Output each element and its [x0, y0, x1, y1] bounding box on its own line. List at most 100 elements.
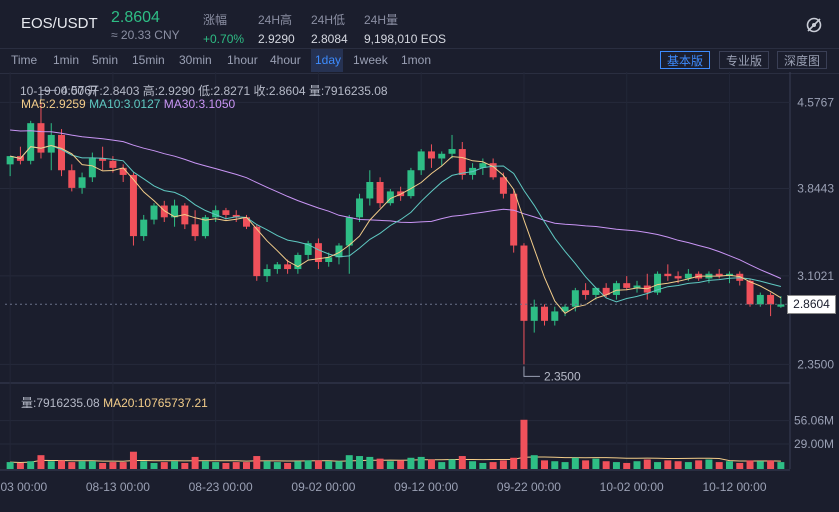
volume-bar	[294, 461, 302, 469]
candle-body	[68, 170, 76, 188]
volume-bar	[756, 461, 764, 469]
trading-pair[interactable]: EOS/USDT	[21, 15, 98, 32]
volume-bar	[212, 462, 220, 469]
volume-bar	[643, 459, 651, 469]
volume-bar	[263, 461, 271, 469]
candle-body	[530, 306, 538, 321]
volume-bar	[674, 461, 682, 469]
tab-5min[interactable]: 5min	[92, 53, 119, 67]
ticker-header: EOS/USDT 2.8604 ≈ 20.33 CNY 涨幅 +0.70% 24…	[0, 0, 839, 46]
candle-body	[551, 311, 559, 321]
candle-body	[171, 205, 179, 218]
candle-body	[27, 123, 35, 161]
tab-4hour[interactable]: 4hour	[270, 53, 301, 67]
candle-body	[633, 285, 641, 288]
kline-svg[interactable]: 4.5767 3.8443 3.1021 2.3500 56.06M 29.00M 08-0…	[0, 72, 839, 512]
volume-bar	[664, 460, 672, 469]
volume-bar	[438, 462, 446, 469]
volume-bar	[602, 461, 610, 469]
volume-info: 量:7916235.08 MA20:10765737.21	[21, 394, 208, 411]
volume-bar	[232, 462, 240, 469]
view-pro-button[interactable]: 专业版	[719, 51, 770, 69]
candle-body	[6, 156, 14, 165]
price-tick-label: 4.5767	[797, 95, 834, 109]
stat-24h-volume: 24H量 9,198,010 EOS	[364, 11, 446, 46]
tab-1min[interactable]: 1min	[53, 53, 80, 67]
ma5-line	[9, 144, 782, 314]
volume-bar	[499, 460, 507, 469]
volume-bar	[633, 461, 641, 469]
stat-label: 涨幅	[203, 13, 228, 27]
tab-time[interactable]: Time	[11, 53, 38, 67]
candle-body	[273, 264, 281, 270]
volume-ma20-line	[10, 456, 781, 464]
stat-value: +0.70%	[203, 32, 245, 46]
kline-chart[interactable]: 4.5767 3.8443 3.1021 2.3500 56.06M 29.00M 08-0…	[0, 72, 839, 512]
volume-bar	[612, 462, 620, 469]
candle-body	[222, 210, 230, 215]
candle-body	[654, 273, 662, 293]
current-price-tag: 2.8604	[787, 295, 836, 315]
volume-bar	[47, 461, 55, 469]
price-tick-label: 2.3500	[797, 357, 834, 371]
volume-bar	[68, 462, 76, 469]
ma10-line	[9, 144, 782, 303]
tab-30min[interactable]: 30min	[179, 53, 212, 67]
stat-label: 24H低	[311, 13, 346, 27]
tab-1hour[interactable]: 1hour	[227, 53, 258, 67]
volume-bar	[88, 461, 96, 469]
volume-bar	[191, 456, 199, 469]
ma30-value: MA30:3.1050	[163, 97, 236, 111]
volume-bar	[582, 460, 590, 469]
tab-1mon[interactable]: 1mon	[401, 53, 432, 67]
view-basic-button[interactable]: 基本版	[660, 51, 711, 69]
date-tick-label: 08-03 00:00	[0, 480, 47, 494]
cny-price: ≈ 20.33 CNY	[111, 28, 180, 42]
volume-bar	[6, 462, 14, 469]
view-depth-button[interactable]: 深度图	[777, 51, 828, 69]
low-marker-line	[523, 366, 540, 377]
volume-bar	[140, 461, 148, 469]
volume-bar	[129, 451, 137, 469]
tab-1day[interactable]: 1day	[315, 53, 342, 67]
volume-bar	[150, 462, 158, 469]
volume-bar	[469, 461, 477, 469]
volume-bar	[654, 462, 662, 469]
volume-bar	[16, 462, 24, 469]
volume-bar	[314, 460, 322, 469]
volume-bar	[325, 461, 333, 469]
last-price: 2.8604	[111, 9, 160, 26]
candle-body	[47, 134, 55, 153]
volume-bar	[181, 462, 189, 469]
volume-bar	[541, 460, 549, 469]
volume-bar	[725, 461, 733, 469]
candle-body	[582, 290, 590, 295]
volume-bar	[489, 462, 497, 469]
date-tick-label: 10-12 00:00	[702, 480, 766, 494]
high-marker-label: 4.5767	[61, 83, 98, 97]
candle-body	[212, 210, 220, 218]
candle-body	[417, 151, 425, 171]
candle-body	[191, 224, 199, 237]
candle-body	[777, 304, 785, 307]
chart-toolbar: Time 1min 5min 15min 30min 1hour 4hour 1…	[0, 48, 839, 74]
candle-body	[325, 257, 333, 262]
price-tick-label: 3.8443	[797, 182, 834, 196]
axes-layer: 4.5767 3.8443 3.1021 2.3500 56.06M 29.00M 08-0…	[0, 83, 834, 494]
candle-body	[253, 226, 261, 277]
candle-body	[37, 123, 45, 153]
ma30-line	[10, 129, 782, 279]
volume-bar	[684, 462, 692, 469]
candle-body	[592, 287, 600, 295]
candle-body	[335, 245, 343, 258]
candle-body	[345, 217, 353, 246]
tab-1week[interactable]: 1week	[353, 53, 388, 67]
volume-bar	[427, 459, 435, 469]
candle-body	[232, 214, 240, 218]
chart-settings-icon[interactable]	[805, 16, 823, 34]
volume-bar	[623, 462, 631, 469]
candle-body	[99, 158, 107, 161]
tab-15min[interactable]: 15min	[132, 53, 165, 67]
volume-bar	[253, 456, 261, 469]
volume-bar	[777, 462, 785, 469]
